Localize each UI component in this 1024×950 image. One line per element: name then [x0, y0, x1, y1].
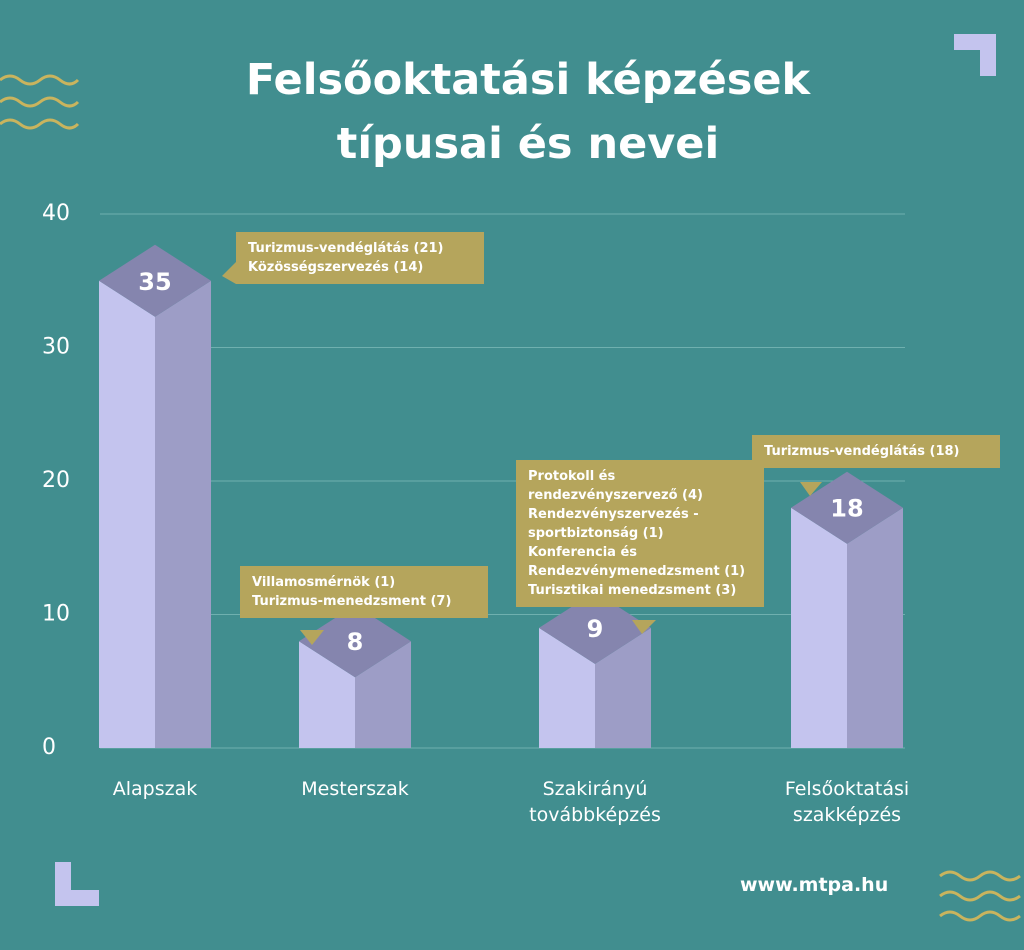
- x-tick-label: Mesterszak: [301, 778, 409, 800]
- x-tick-label: Szakirányú továbbképzés: [529, 778, 661, 826]
- callout-line: Konferencia és: [528, 545, 638, 560]
- callout-pointer: [300, 630, 324, 645]
- bar-side: [355, 641, 411, 748]
- bar-front: [299, 641, 355, 748]
- callout-pointer: [632, 620, 656, 634]
- bar-front: [99, 280, 155, 748]
- x-tick-label: Alapszak: [112, 778, 198, 800]
- data-label: 9: [587, 615, 604, 643]
- y-tick-label: 0: [42, 735, 56, 760]
- callout-line: Rendezvénymenedzsment (1): [528, 564, 746, 579]
- bar-side: [155, 280, 211, 748]
- bar-side: [595, 627, 651, 748]
- bar-top: [299, 605, 411, 678]
- callout-line: Turisztikai menedzsment (3): [528, 583, 737, 598]
- callout-line: sportbiztonság (1): [528, 526, 664, 541]
- callout-pointer: [800, 482, 822, 496]
- callout: Villamosmérnök (1) Turizmus-menedzsment (…: [240, 566, 488, 618]
- callout: Turizmus-vendéglátás (21) Közösségszervez…: [236, 232, 484, 284]
- callout-line: Turizmus-vendéglátás (21): [248, 241, 444, 256]
- callout-line: Protokoll és: [528, 469, 616, 484]
- y-tick-label: 30: [42, 335, 70, 360]
- callout-pointer: [222, 262, 236, 284]
- decoration: [0, 74, 1021, 922]
- y-tick-label: 20: [42, 468, 70, 493]
- callout: Turizmus-vendéglátás (18): [752, 435, 1000, 468]
- bar-top: [539, 591, 651, 664]
- data-label: 35: [138, 268, 171, 296]
- callout-line: rendezvényszervező (4): [528, 488, 703, 503]
- callout-line: Turizmus-menedzsment (7): [252, 594, 452, 609]
- x-tick-label: Felsőoktatási szakképzés: [784, 778, 910, 826]
- decoration: [954, 34, 996, 76]
- chart-title: Felsőoktatási képzések típusai és nevei: [245, 55, 811, 169]
- y-tick-label: 40: [42, 201, 70, 226]
- bar-front: [539, 627, 595, 748]
- callout-line: Villamosmérnök (1): [252, 575, 396, 590]
- footer: www.mtpa.hu: [740, 874, 889, 896]
- bar-side: [847, 507, 903, 748]
- decoration: [55, 862, 99, 906]
- y-tick-label: 10: [42, 602, 70, 627]
- data-label: 8: [347, 628, 364, 656]
- callout: Protokoll és rendezvényszervező (4) Rendez…: [516, 460, 764, 607]
- callout-line: Közösségszervezés (14): [248, 260, 424, 275]
- callout-line: Rendezvényszervezés -: [528, 507, 699, 522]
- data-label: 18: [830, 495, 863, 523]
- bar-top: [791, 471, 903, 544]
- callout-line: Turizmus-vendéglátás (18): [764, 444, 960, 459]
- bar-top: [99, 244, 211, 317]
- bar-front: [791, 507, 847, 748]
